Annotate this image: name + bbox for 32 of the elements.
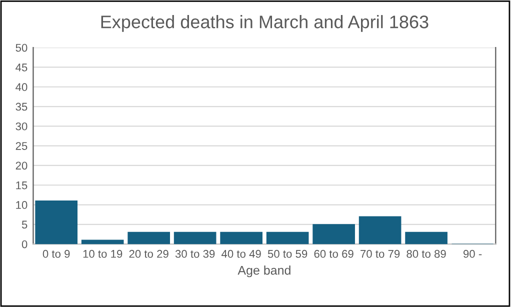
bar [128, 232, 170, 244]
y-tick-label: 5 [22, 220, 28, 229]
bar [312, 224, 355, 244]
x-tick-label: 0 to 9 [42, 250, 70, 258]
bar [81, 240, 124, 244]
bar [266, 232, 309, 244]
y-tick-label: 20 [16, 162, 28, 170]
x-tick-label: 60 to 69 [314, 250, 354, 258]
bar [174, 232, 216, 244]
bar [405, 232, 448, 244]
y-tick-label: 25 [16, 142, 28, 150]
x-tick-label: 80 to 89 [406, 250, 446, 258]
x-tick-label: 70 to 79 [360, 250, 400, 258]
chart-title: Expected deaths in March and April 1863 [101, 15, 428, 32]
y-tick-label: 40 [16, 83, 28, 92]
x-tick-label: 20 to 29 [129, 250, 168, 258]
x-tick-label: 40 to 49 [222, 250, 261, 258]
bar [35, 200, 78, 244]
y-tick-label: 30 [16, 122, 28, 130]
y-tick-label: 35 [16, 102, 28, 111]
bar [220, 232, 262, 244]
x-tick-label: 90 - [463, 250, 482, 258]
x-tick-label: 50 to 59 [268, 250, 308, 258]
y-tick-label: 45 [16, 64, 28, 72]
y-tick-label: 15 [16, 182, 28, 190]
bar [358, 216, 402, 244]
x-axis-title: Age band [238, 266, 290, 278]
x-tick-label: 30 to 39 [175, 250, 215, 258]
y-tick-label: 50 [16, 44, 28, 52]
y-tick-label: 0 [22, 240, 28, 248]
x-tick-label: 10 to 19 [83, 250, 122, 258]
y-tick-label: 10 [16, 201, 28, 209]
